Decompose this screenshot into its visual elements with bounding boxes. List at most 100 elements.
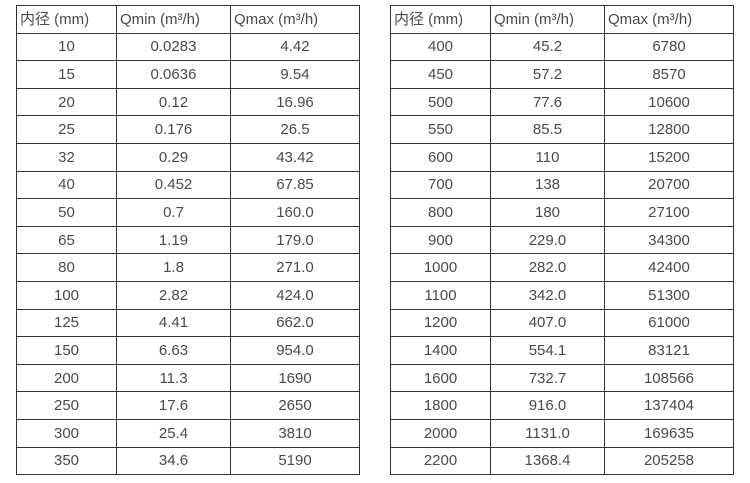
table-row: 125 4.41 662.0 — [16, 308, 360, 338]
table-cell: 80 — [16, 253, 117, 282]
table-cell: 1368.4 — [490, 446, 605, 476]
table-body: 400 45.2 6780 450 57.2 8570 500 77.6 10600 550 85.… — [390, 32, 734, 476]
table-row: 50 0.7 160.0 — [16, 198, 360, 227]
table-cell: 110 — [490, 142, 605, 172]
column-header: 内径 (mm) — [16, 5, 117, 34]
table-cell: 600 — [390, 142, 491, 172]
table-cell: 50 — [16, 198, 117, 227]
table-row: 20 0.12 16.96 — [16, 87, 360, 117]
table-row: 40 0.452 67.85 — [16, 170, 360, 200]
table-cell: 732.7 — [490, 363, 605, 393]
table-cell: 180 — [490, 198, 605, 227]
table-cell: 6780 — [604, 32, 734, 62]
table-cell: 1600 — [390, 363, 491, 393]
table-cell: 83121 — [604, 336, 734, 365]
table-row: 150 6.63 954.0 — [16, 336, 360, 365]
table-cell: 2200 — [390, 446, 491, 476]
table-row: 1800 916.0 137404 — [390, 391, 734, 420]
flow-spec-tables: 内径 (mm) Qmin (m³/h) Qmax (m³/h) 10 0.0283 4.… — [16, 5, 750, 476]
table-row: 32 0.29 43.42 — [16, 142, 360, 172]
table-row: 2000 1131.0 169635 — [390, 418, 734, 448]
table-cell: 1.19 — [116, 225, 231, 255]
table-header-row: 内径 (mm) Qmin (m³/h) Qmax (m³/h) — [390, 5, 734, 34]
table-cell: 229.0 — [490, 225, 605, 255]
table-row: 400 45.2 6780 — [390, 32, 734, 62]
table-cell: 800 — [390, 198, 491, 227]
table-row: 2200 1368.4 205258 — [390, 446, 734, 476]
table-cell: 25 — [16, 115, 117, 144]
table-cell: 17.6 — [116, 391, 231, 420]
column-header: Qmin (m³/h) — [116, 5, 231, 34]
table-cell: 10 — [16, 32, 117, 62]
table-cell: 200 — [16, 363, 117, 393]
table-cell: 51300 — [604, 280, 734, 310]
table-cell: 2000 — [390, 418, 491, 448]
table-row: 25 0.176 26.5 — [16, 115, 360, 144]
table-cell: 85.5 — [490, 115, 605, 144]
table-row: 600 110 15200 — [390, 142, 734, 172]
table-cell: 342.0 — [490, 280, 605, 310]
table-row: 1400 554.1 83121 — [390, 336, 734, 365]
table-cell: 137404 — [604, 391, 734, 420]
table-cell: 450 — [390, 60, 491, 89]
table-cell: 400 — [390, 32, 491, 62]
table-cell: 205258 — [604, 446, 734, 476]
table-cell: 34300 — [604, 225, 734, 255]
table-cell: 61000 — [604, 308, 734, 338]
flow-spec-table-right: 内径 (mm) Qmin (m³/h) Qmax (m³/h) 400 45.2 678… — [390, 5, 734, 476]
column-header: Qmax (m³/h) — [604, 5, 734, 34]
table-cell: 1690 — [230, 363, 360, 393]
table-cell: 0.12 — [116, 87, 231, 117]
table-cell: 1131.0 — [490, 418, 605, 448]
table-cell: 15 — [16, 60, 117, 89]
table-row: 250 17.6 2650 — [16, 391, 360, 420]
table-cell: 350 — [16, 446, 117, 476]
table-cell: 550 — [390, 115, 491, 144]
table-cell: 0.0636 — [116, 60, 231, 89]
table-cell: 6.63 — [116, 336, 231, 365]
table-cell: 1.8 — [116, 253, 231, 282]
table-cell: 11.3 — [116, 363, 231, 393]
table-row: 700 138 20700 — [390, 170, 734, 200]
table-row: 1000 282.0 42400 — [390, 253, 734, 282]
table-cell: 0.0283 — [116, 32, 231, 62]
table-cell: 554.1 — [490, 336, 605, 365]
table-cell: 424.0 — [230, 280, 360, 310]
table-row: 900 229.0 34300 — [390, 225, 734, 255]
column-header: 内径 (mm) — [390, 5, 491, 34]
table-cell: 1200 — [390, 308, 491, 338]
table-cell: 15200 — [604, 142, 734, 172]
table-cell: 160.0 — [230, 198, 360, 227]
table-cell: 4.41 — [116, 308, 231, 338]
table-cell: 1100 — [390, 280, 491, 310]
table-cell: 407.0 — [490, 308, 605, 338]
table-cell: 300 — [16, 418, 117, 448]
table-cell: 108566 — [604, 363, 734, 393]
table-cell: 500 — [390, 87, 491, 117]
table-row: 1600 732.7 108566 — [390, 363, 734, 393]
table-cell: 2.82 — [116, 280, 231, 310]
table-row: 200 11.3 1690 — [16, 363, 360, 393]
table-cell: 0.176 — [116, 115, 231, 144]
table-row: 450 57.2 8570 — [390, 60, 734, 89]
table-cell: 20700 — [604, 170, 734, 200]
table-row: 100 2.82 424.0 — [16, 280, 360, 310]
table-cell: 0.29 — [116, 142, 231, 172]
table-row: 65 1.19 179.0 — [16, 225, 360, 255]
table-cell: 282.0 — [490, 253, 605, 282]
table-row: 300 25.4 3810 — [16, 418, 360, 448]
table-body: 10 0.0283 4.42 15 0.0636 9.54 20 0.12 16.96 25 0.1… — [16, 32, 360, 476]
column-header: Qmax (m³/h) — [230, 5, 360, 34]
table-cell: 16.96 — [230, 87, 360, 117]
table-cell: 57.2 — [490, 60, 605, 89]
table-cell: 0.7 — [116, 198, 231, 227]
table-cell: 42400 — [604, 253, 734, 282]
table-cell: 0.452 — [116, 170, 231, 200]
table-row: 550 85.5 12800 — [390, 115, 734, 144]
table-row: 1100 342.0 51300 — [390, 280, 734, 310]
table-row: 1200 407.0 61000 — [390, 308, 734, 338]
table-cell: 77.6 — [490, 87, 605, 117]
table-cell: 1800 — [390, 391, 491, 420]
table-cell: 179.0 — [230, 225, 360, 255]
